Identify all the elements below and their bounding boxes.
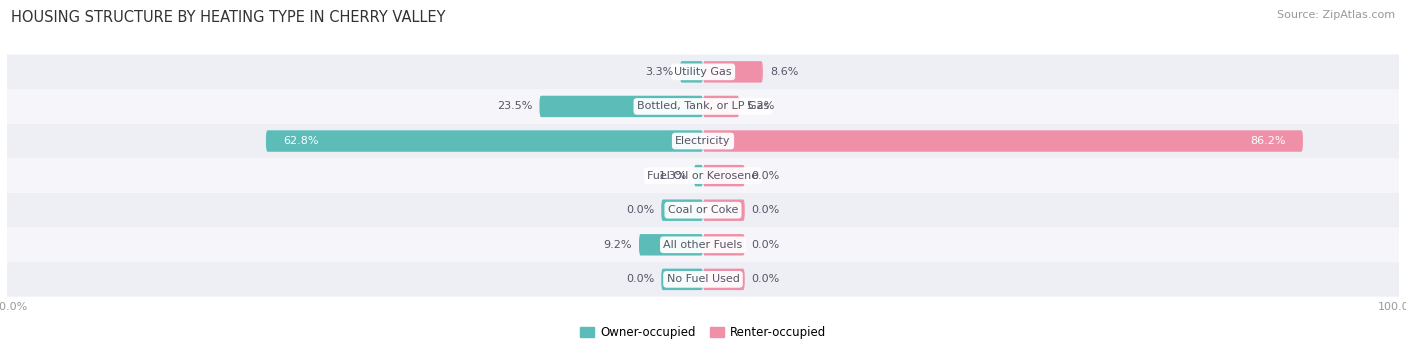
FancyBboxPatch shape — [703, 61, 763, 83]
FancyBboxPatch shape — [7, 55, 1399, 89]
Text: Utility Gas: Utility Gas — [675, 67, 731, 77]
Text: Electricity: Electricity — [675, 136, 731, 146]
Text: Fuel Oil or Kerosene: Fuel Oil or Kerosene — [647, 170, 759, 181]
FancyBboxPatch shape — [638, 234, 703, 255]
FancyBboxPatch shape — [703, 269, 745, 290]
Text: 0.0%: 0.0% — [626, 275, 654, 284]
FancyBboxPatch shape — [703, 96, 740, 117]
Text: No Fuel Used: No Fuel Used — [666, 275, 740, 284]
FancyBboxPatch shape — [703, 165, 745, 186]
FancyBboxPatch shape — [695, 165, 703, 186]
Text: 0.0%: 0.0% — [752, 240, 780, 250]
Text: 0.0%: 0.0% — [752, 275, 780, 284]
FancyBboxPatch shape — [540, 96, 703, 117]
FancyBboxPatch shape — [7, 124, 1399, 158]
FancyBboxPatch shape — [661, 199, 703, 221]
FancyBboxPatch shape — [703, 234, 745, 255]
Text: All other Fuels: All other Fuels — [664, 240, 742, 250]
Text: 62.8%: 62.8% — [284, 136, 319, 146]
Text: 0.0%: 0.0% — [626, 205, 654, 215]
Text: Coal or Coke: Coal or Coke — [668, 205, 738, 215]
FancyBboxPatch shape — [703, 199, 745, 221]
FancyBboxPatch shape — [7, 262, 1399, 297]
Text: 1.3%: 1.3% — [659, 170, 688, 181]
Text: 8.6%: 8.6% — [770, 67, 799, 77]
FancyBboxPatch shape — [7, 89, 1399, 124]
FancyBboxPatch shape — [703, 130, 1303, 152]
Legend: Owner-occupied, Renter-occupied: Owner-occupied, Renter-occupied — [575, 322, 831, 341]
Text: 23.5%: 23.5% — [498, 101, 533, 112]
Text: 3.3%: 3.3% — [645, 67, 673, 77]
Text: 0.0%: 0.0% — [752, 205, 780, 215]
FancyBboxPatch shape — [266, 130, 703, 152]
Text: Source: ZipAtlas.com: Source: ZipAtlas.com — [1277, 10, 1395, 20]
Text: Bottled, Tank, or LP Gas: Bottled, Tank, or LP Gas — [637, 101, 769, 112]
Text: HOUSING STRUCTURE BY HEATING TYPE IN CHERRY VALLEY: HOUSING STRUCTURE BY HEATING TYPE IN CHE… — [11, 10, 446, 25]
FancyBboxPatch shape — [661, 269, 703, 290]
Text: 0.0%: 0.0% — [752, 170, 780, 181]
Text: 86.2%: 86.2% — [1250, 136, 1285, 146]
Text: 9.2%: 9.2% — [603, 240, 633, 250]
Text: 5.2%: 5.2% — [747, 101, 775, 112]
FancyBboxPatch shape — [7, 158, 1399, 193]
FancyBboxPatch shape — [7, 193, 1399, 227]
FancyBboxPatch shape — [7, 227, 1399, 262]
FancyBboxPatch shape — [681, 61, 703, 83]
